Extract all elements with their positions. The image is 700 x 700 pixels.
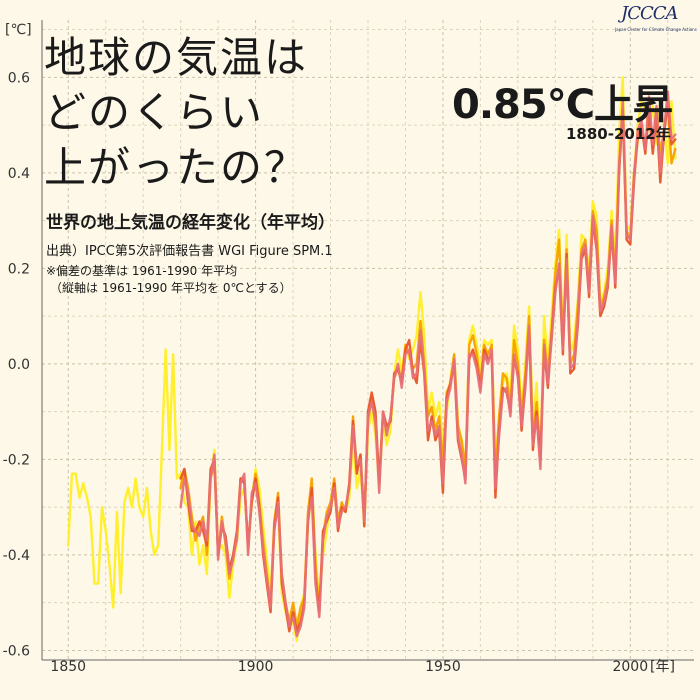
x-tick-label: 2000: [612, 659, 648, 675]
headline-rise: 0.85°C上昇: [452, 82, 673, 128]
logo-text: JCCCA: [621, 3, 679, 24]
x-tick-label: 1900: [238, 659, 274, 675]
y-tick-label: 0.4: [8, 166, 30, 182]
baseline-note: ※偏差の基準は 1961-1990 年平均: [46, 264, 238, 278]
x-tick-label: 1850: [50, 659, 86, 675]
x-tick-label: 1950: [425, 659, 461, 675]
y-tick-label: -0.2: [3, 452, 30, 468]
y-tick-label: 0.0: [8, 357, 30, 373]
y-tick-label: -0.6: [3, 643, 30, 659]
y-tick-label: 0.6: [8, 70, 30, 86]
x-axis-unit-label: [年]: [650, 659, 675, 675]
source-note: 出典）IPCC第5次評価報告書 WGI Figure SPM.1: [46, 244, 333, 259]
y-axis-unit-label: [℃]: [5, 22, 32, 38]
y-tick-label: 0.2: [8, 261, 30, 277]
headline-period: 1880-2012年: [566, 125, 671, 143]
y-tick-label: -0.4: [3, 548, 30, 564]
page-title: 地球の気温は どのくらい 上がったの？: [44, 30, 308, 195]
tick-labels: -0.6 -0.4 -0.2 0.0 0.2 0.4 0.6 1850 1900 1950 2000: [3, 70, 648, 675]
title-line-2: どのくらい: [44, 88, 265, 137]
gridlines: [42, 20, 694, 660]
title-line-1: 地球の気温は: [44, 33, 309, 82]
series-line-4: [179, 90, 677, 638]
jccca-logo: JCCCA Japan Center for Climate Change Ac…: [615, 3, 697, 35]
axis-frame: [41, 20, 694, 661]
series-lines: [67, 76, 677, 643]
chart-subtitle: 世界の地上気温の経年変化（年平均）: [46, 213, 335, 233]
logo-subtext: Japan Center for Climate Change Actions: [615, 27, 697, 32]
axis-note: （縦軸は 1961-1990 年平均を 0℃とする）: [50, 281, 292, 295]
title-line-3: 上がったの？: [44, 143, 309, 192]
